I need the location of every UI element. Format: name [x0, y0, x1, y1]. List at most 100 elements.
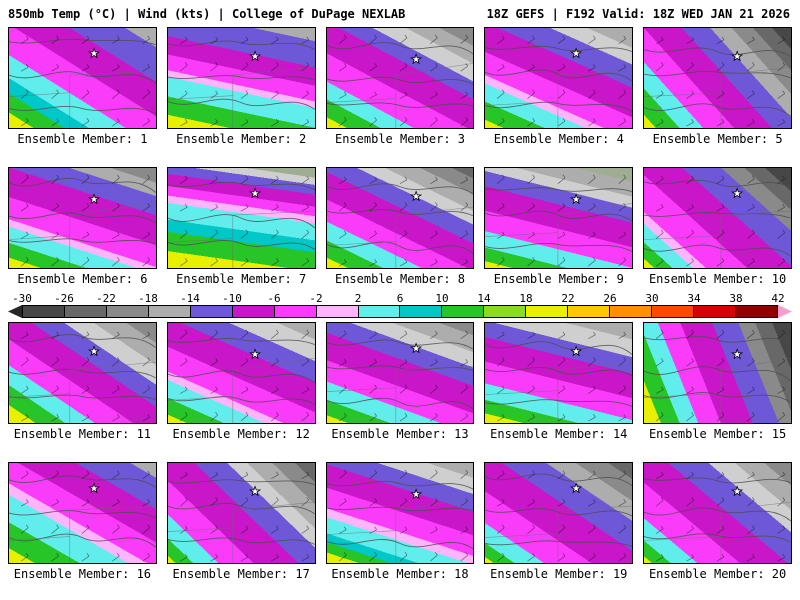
map-overlay — [326, 34, 474, 128]
ensemble-map-thumbnail-16[interactable] — [8, 462, 157, 564]
wind-barb-icon — [245, 553, 249, 558]
wind-barb-icon — [618, 205, 627, 212]
ensemble-map-thumbnail-7[interactable] — [166, 167, 316, 269]
contour-line — [9, 71, 156, 84]
ensemble-map-thumbnail-13[interactable] — [325, 322, 475, 424]
wind-barb-icon — [661, 386, 664, 390]
ensemble-map-thumbnail-19[interactable] — [484, 462, 634, 564]
wind-barb-icon — [368, 233, 377, 239]
wind-barb-icon — [210, 206, 218, 212]
ensemble-member-label: Ensemble Member: 8 — [334, 272, 466, 286]
wind-barb-icon — [593, 231, 597, 235]
wind-barb-icon — [112, 205, 120, 212]
ensemble-map-thumbnail-20[interactable] — [643, 462, 792, 564]
wind-barb-icon — [618, 259, 627, 267]
ensemble-map-thumbnail-9[interactable] — [484, 167, 634, 269]
wind-barb-icon — [429, 387, 438, 394]
wind-barb-icon — [20, 177, 29, 184]
wind-barb-icon — [112, 66, 120, 72]
wind-barb-icon — [464, 176, 468, 180]
wind-barb-icon — [782, 175, 786, 180]
wind-barb-icon — [716, 206, 725, 212]
product-title: 850mb Temp (°C) | Wind (kts) | College o… — [8, 7, 406, 21]
wind-barb-icon — [497, 66, 505, 72]
wind-barb-icon — [404, 202, 407, 206]
ensemble-map-thumbnail-6[interactable] — [8, 167, 157, 269]
colorbar-segment — [400, 306, 443, 317]
ensemble-map-thumbnail-12[interactable] — [166, 322, 316, 424]
wind-barb-icon — [563, 89, 566, 93]
wind-barb-icon — [20, 388, 29, 394]
ensemble-map-thumbnail-8[interactable] — [325, 167, 475, 269]
ensemble-map-thumbnail-5[interactable] — [643, 27, 792, 129]
ensemble-map-thumbnail-3[interactable] — [325, 27, 475, 129]
wind-barb-icon — [306, 175, 309, 180]
wind-barb-icon — [215, 525, 218, 529]
wind-barb-icon — [459, 233, 468, 239]
ensemble-member-label: Ensemble Member: 20 — [648, 567, 787, 581]
wind-barb-icon — [721, 411, 725, 416]
wind-barb-icon — [777, 389, 786, 394]
wind-barb-icon — [661, 471, 664, 475]
wind-barb-icon — [112, 555, 120, 562]
wind-barb-icon — [245, 525, 249, 529]
wind-barb-icon — [563, 524, 566, 528]
wind-barb-icon — [215, 118, 218, 123]
wind-barb-icon — [593, 552, 597, 557]
wind-barb-icon — [86, 89, 90, 93]
contour-line — [485, 45, 633, 52]
wind-barb-icon — [747, 414, 755, 422]
ensemble-map-thumbnail-18[interactable] — [325, 462, 475, 564]
ensemble-map-thumbnail-11[interactable] — [8, 322, 157, 424]
ensemble-map-thumbnail-1[interactable] — [8, 27, 157, 129]
wind-barb-icon — [623, 385, 627, 389]
wind-barb-icon — [116, 256, 120, 261]
wind-barb-icon — [51, 120, 59, 127]
wind-barb-icon — [373, 469, 377, 474]
wind-barb-icon — [563, 64, 566, 68]
wind-barb-icon — [563, 231, 566, 235]
ensemble-map-thumbnail-15[interactable] — [643, 322, 792, 424]
wind-barb-icon — [716, 260, 725, 267]
wind-barb-icon — [502, 552, 505, 557]
wind-barb-icon — [532, 256, 536, 261]
wind-barb-icon — [368, 261, 377, 267]
wind-barb-icon — [588, 501, 596, 507]
colorbar-tick-label: 30 — [645, 292, 659, 305]
wind-barb-icon — [112, 416, 120, 422]
wind-barb-icon — [618, 92, 627, 99]
ensemble-map-thumbnail-4[interactable] — [484, 27, 634, 129]
wind-barb-icon — [343, 551, 347, 556]
wind-barb-icon — [399, 361, 407, 367]
wind-barb-icon — [240, 64, 249, 72]
wind-barb-icon — [588, 92, 597, 99]
wind-barb-icon — [777, 332, 786, 339]
wind-barb-icon — [558, 388, 566, 394]
ensemble-member-label: Ensemble Member: 7 — [176, 272, 307, 286]
wind-barb-icon — [721, 471, 725, 475]
wind-barb-icon — [147, 331, 151, 335]
colorbar-segment — [316, 306, 359, 317]
star-marker-icon — [409, 190, 422, 202]
wind-barb-icon — [691, 525, 695, 529]
wind-barb-icon — [721, 525, 725, 529]
wind-barb-icon — [686, 360, 695, 367]
wind-barb-icon — [502, 174, 505, 179]
wind-barb-icon — [343, 116, 347, 121]
ensemble-map-thumbnail-17[interactable] — [166, 462, 316, 564]
wind-barb-icon — [86, 174, 90, 179]
ensemble-map-thumbnail-2[interactable] — [166, 27, 316, 129]
wind-barb-icon — [399, 333, 407, 340]
wind-barb-icon — [338, 261, 347, 267]
ensemble-member-label: Ensemble Member: 17 — [172, 567, 310, 581]
wind-barb-icon — [434, 551, 438, 556]
wind-barb-icon — [459, 472, 468, 479]
ensemble-map-thumbnail-10[interactable] — [643, 167, 792, 269]
wind-barb-icon — [56, 499, 59, 503]
wind-barb-icon — [373, 359, 377, 363]
wind-barb-icon — [656, 360, 664, 367]
wind-barb-icon — [532, 35, 536, 40]
wind-barb-icon — [656, 414, 664, 422]
wind-barb-icon — [527, 177, 536, 184]
ensemble-map-thumbnail-14[interactable] — [484, 322, 634, 424]
